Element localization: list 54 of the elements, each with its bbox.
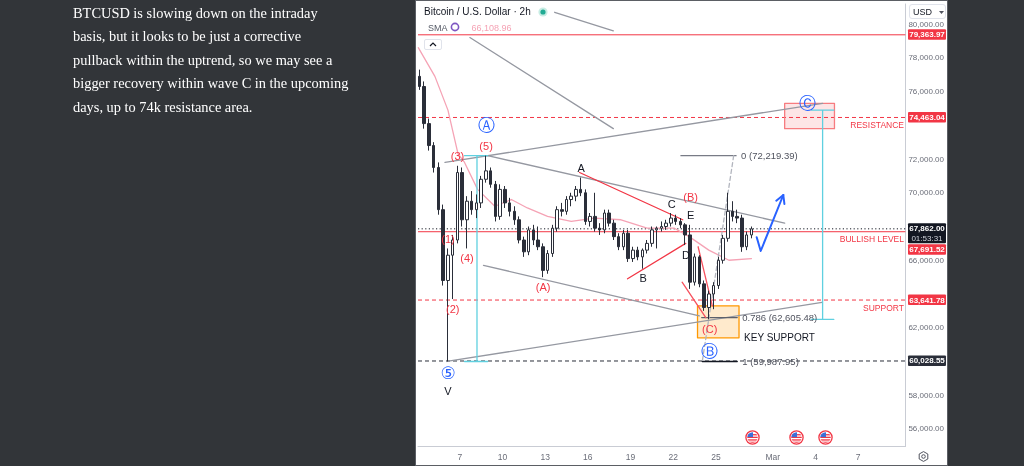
- chart-title: Bitcoin / U.S. Dollar · 2h: [424, 5, 531, 17]
- y-tick-label: 63,641.78: [909, 295, 946, 305]
- currency-dropdown: USD: [909, 4, 946, 19]
- annotation: 67,691.52: [909, 245, 946, 255]
- ref-line-label: RESISTANCE: [850, 119, 905, 130]
- ref-line-label: BULLISH LEVEL: [839, 234, 905, 245]
- y-tick-label: 79,363.97: [909, 30, 946, 40]
- annotation: 66,108.96: [471, 23, 512, 33]
- y-tick-label: 72,000.00: [908, 154, 945, 164]
- text: BTCUSD is slowing down on the intraday basis, but it looks to be just a corrective pullback within the uptrend, so we may see a bigger recovery within wave C in the upcoming days, up to 74k resistance area.: [73, 3, 350, 117]
- y-tick-label: 78,000.00: [908, 53, 945, 63]
- y-tick-label: 56,000.00: [908, 424, 945, 434]
- y-tick-label: 70,000.00: [908, 188, 945, 198]
- x-tick-label: 7: [855, 452, 861, 462]
- x-tick-label: 16: [583, 452, 593, 462]
- series-label: SMA: [428, 23, 448, 33]
- annotation: Ⓑ: [701, 342, 719, 362]
- x-tick-label: 13: [540, 452, 551, 462]
- annotation: (C): [702, 322, 718, 335]
- y-tick-label: 80,000.00: [908, 19, 945, 29]
- x-tick-label: 19: [625, 452, 636, 462]
- ref-line-label: SUPPORT: [863, 302, 904, 313]
- text: 01:53:31: [911, 233, 944, 243]
- annotation: (3): [450, 150, 465, 163]
- annotation: 1 (59,987.95): [742, 355, 799, 367]
- annotation: 0.786 (62,605.48): [742, 312, 818, 324]
- y-tick-label: 62,000.00: [908, 323, 945, 333]
- y-axis-title: USD: [913, 6, 933, 17]
- x-tick-label: 22: [668, 452, 679, 462]
- annotation: KEY SUPPORT: [744, 332, 815, 344]
- x-tick-label: 25: [711, 452, 721, 462]
- y-tick-label: 66,000.00: [908, 255, 945, 265]
- y-tick-label: 74,463.04: [909, 112, 946, 122]
- x-tick-label: Mar: [765, 452, 781, 462]
- annotation: (4): [460, 251, 474, 264]
- annotation: A: [577, 162, 586, 175]
- annotation: ⑤: [440, 364, 456, 384]
- annotation: B: [639, 272, 647, 285]
- annotation: V: [444, 384, 453, 397]
- annotation: (B): [683, 191, 699, 204]
- annotation: E: [687, 209, 695, 222]
- annotation: (A): [535, 280, 551, 293]
- annotation: (5): [479, 140, 493, 153]
- y-tick-label: 58,000.00: [908, 390, 945, 400]
- x-tick-label: 4: [813, 452, 819, 462]
- annotation: Ⓐ: [477, 115, 495, 135]
- annotation: 0 (72,219.39): [741, 150, 798, 162]
- y-tick-label: 67,862.00: [909, 224, 946, 234]
- annotation: Ⓒ: [799, 93, 817, 113]
- y-tick-label: 76,000.00: [908, 87, 945, 97]
- annotation: C: [667, 197, 676, 210]
- x-tick-label: 7: [457, 452, 463, 462]
- x-tick-label: 10: [497, 452, 508, 462]
- y-tick-label: 60,028.55: [909, 356, 946, 366]
